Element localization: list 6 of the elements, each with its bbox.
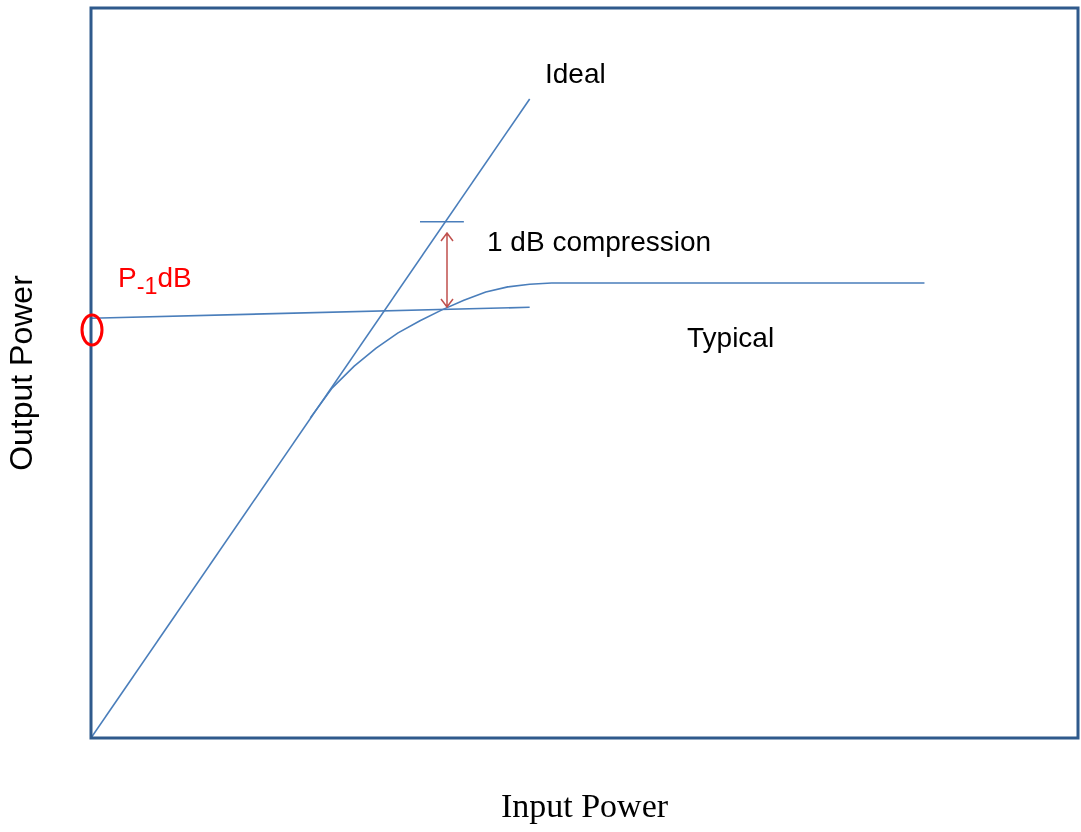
annotation: P$_{-1}$dB (118, 262, 192, 300)
text: Ideal (545, 58, 606, 90)
x-axis-title: Input Power (500, 786, 669, 824)
y-axis-title: Output Power (3, 274, 40, 471)
annotation: 1 dB compression (487, 226, 712, 258)
annotation: Typical (687, 322, 775, 354)
